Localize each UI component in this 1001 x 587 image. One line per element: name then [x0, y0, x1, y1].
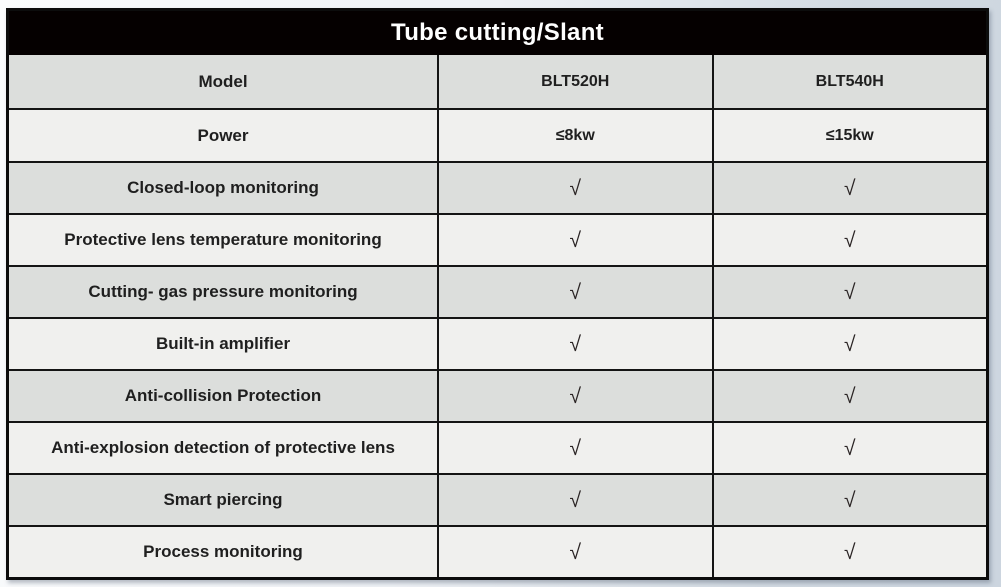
table-row: Smart piercing √ √ [9, 473, 986, 525]
value-cell: √ [439, 215, 714, 265]
checkmark: √ [843, 332, 856, 356]
value-cell: ≤8kw [439, 110, 714, 161]
value-cell: √ [714, 163, 987, 213]
model-name-cell: BLT540H [815, 72, 884, 90]
value-cell: √ [714, 527, 987, 577]
checkmark: √ [569, 228, 582, 252]
spec-table: Tube cutting/Slant Model BLT520H BLT540H… [6, 8, 989, 580]
model-header-cell: Model [9, 55, 439, 108]
value-cell: √ [439, 527, 714, 577]
value-cell: ≤15kw [825, 126, 874, 144]
table-row: Model BLT520H BLT540H [9, 55, 986, 108]
feature-label-cell: Anti-collision Protection [9, 371, 439, 421]
feature-label-cell: Power [9, 110, 439, 161]
checkmark: √ [843, 228, 856, 252]
value-cell: √ [714, 475, 987, 525]
checkmark: √ [843, 384, 856, 408]
value-cell: √ [439, 371, 714, 421]
checkmark: √ [569, 488, 582, 512]
checkmark: √ [569, 332, 582, 356]
value-cell: √ [714, 371, 987, 421]
table-row: Power ≤8kw ≤15kw [9, 108, 986, 161]
feature-label-cell: Process monitoring [9, 527, 439, 577]
table-row: Protective lens temperature monitoring √… [9, 213, 986, 265]
feature-label-cell: Protective lens temperature monitoring [9, 215, 439, 265]
value-cell: √ [439, 475, 714, 525]
checkmark: √ [569, 384, 582, 408]
feature-label-cell: Anti-explosion detection of protective l… [9, 423, 439, 473]
value-cell: √ [714, 319, 987, 369]
checkmark: √ [569, 436, 582, 460]
feature-label-cell: Closed-loop monitoring [9, 163, 439, 213]
table-row: Anti-collision Protection √ √ [9, 369, 986, 421]
value-cell: √ [714, 267, 987, 317]
checkmark: √ [569, 540, 582, 564]
table-title-bar: Tube cutting/Slant [9, 11, 986, 55]
table-title: Tube cutting/Slant [391, 19, 604, 46]
checkmark: √ [843, 280, 856, 304]
checkmark: √ [843, 436, 856, 460]
model-name-cell: BLT520H [439, 55, 714, 108]
checkmark: √ [843, 176, 856, 200]
value-cell: √ [439, 423, 714, 473]
checkmark: √ [569, 176, 582, 200]
checkmark: √ [843, 488, 856, 512]
checkmark: √ [843, 540, 856, 564]
value-cell: √ [714, 423, 987, 473]
table-row: Anti-explosion detection of protective l… [9, 421, 986, 473]
checkmark: √ [569, 280, 582, 304]
feature-label-cell: Smart piercing [9, 475, 439, 525]
value-cell: √ [439, 267, 714, 317]
value-cell: √ [714, 215, 987, 265]
feature-label-cell: Cutting- gas pressure monitoring [9, 267, 439, 317]
value-cell: √ [439, 319, 714, 369]
table-row: Process monitoring √ √ [9, 525, 986, 577]
value-cell: √ [439, 163, 714, 213]
table-row: Cutting- gas pressure monitoring √ √ [9, 265, 986, 317]
feature-label-cell: Built-in amplifier [9, 319, 439, 369]
table-row: Closed-loop monitoring √ √ [9, 161, 986, 213]
table-row: Built-in amplifier √ √ [9, 317, 986, 369]
